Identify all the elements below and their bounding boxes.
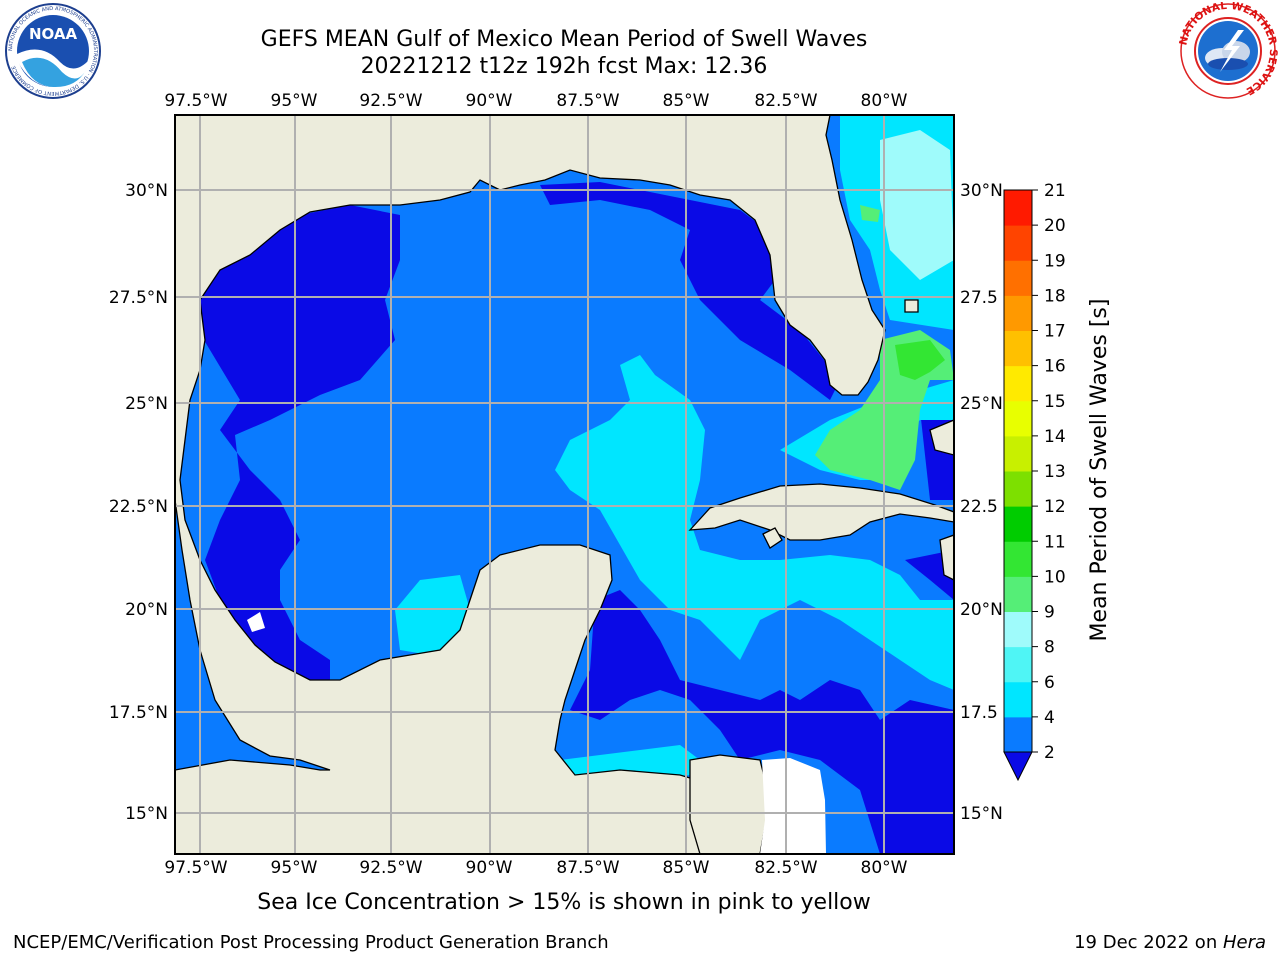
lat-label-left: 30°N bbox=[125, 181, 168, 201]
colorbar-segment bbox=[1004, 400, 1032, 437]
lon-label-bottom: 87.5°W bbox=[556, 858, 619, 878]
lat-label-right: 17.5 bbox=[960, 703, 998, 723]
lon-label-bottom: 92.5°W bbox=[359, 858, 422, 878]
lat-label-left: 22.5°N bbox=[109, 497, 168, 517]
lat-label-left: 17.5°N bbox=[109, 703, 168, 723]
lon-label-top: 80°W bbox=[861, 91, 908, 111]
lon-label-top: 97.5°W bbox=[164, 91, 227, 111]
colorbar-segment bbox=[1004, 541, 1032, 577]
colorbar-segment bbox=[1004, 716, 1032, 753]
land bbox=[175, 115, 954, 854]
lon-label-bottom: 97.5°W bbox=[164, 858, 227, 878]
colorbar-tick-label: 8 bbox=[1044, 638, 1055, 658]
lat-label-left: 27.5°N bbox=[109, 288, 168, 308]
lat-label-right: 22.5 bbox=[960, 497, 998, 517]
noaa-logo: NOAA NATIONAL OCEANIC AND ATMOSPHERIC AD… bbox=[5, 3, 101, 99]
colorbar-tick-label: 6 bbox=[1044, 673, 1055, 693]
colorbar-tick-label: 9 bbox=[1044, 603, 1055, 623]
colorbar-tick-label: 18 bbox=[1044, 286, 1066, 306]
colorbar-segment bbox=[1004, 681, 1032, 718]
colorbar-segment bbox=[1004, 225, 1032, 261]
colorbar-tick-label: 17 bbox=[1044, 322, 1066, 342]
colorbar-tick-label: 21 bbox=[1044, 181, 1066, 201]
colorbar-tick-label: 13 bbox=[1044, 462, 1066, 482]
lat-label-right: 30°N bbox=[960, 181, 1003, 201]
colorbar-segment bbox=[1004, 576, 1032, 612]
colorbar-segment bbox=[1004, 260, 1032, 296]
footer-host: Hera bbox=[1222, 932, 1266, 953]
lon-label-top: 87.5°W bbox=[556, 91, 619, 111]
colorbar-segment bbox=[1004, 330, 1032, 367]
map-frame bbox=[174, 114, 955, 855]
lat-label-left: 25°N bbox=[125, 394, 168, 414]
colorbar-tick-label: 16 bbox=[1044, 357, 1066, 377]
colorbar-tick-label: 2 bbox=[1044, 743, 1055, 763]
colorbar-label: Mean Period of Swell Waves [s] bbox=[1087, 299, 1112, 642]
lon-label-top: 90°W bbox=[466, 91, 513, 111]
noaa-logo-text: NOAA bbox=[29, 25, 78, 43]
lon-label-bottom: 85°W bbox=[663, 858, 710, 878]
swell-band-10-11 bbox=[895, 340, 945, 380]
colorbar-tick-label: 20 bbox=[1044, 216, 1066, 236]
colorbar-segment bbox=[1004, 471, 1032, 507]
lon-label-bottom: 95°W bbox=[271, 858, 318, 878]
colorbar-segment bbox=[1004, 506, 1032, 542]
colorbar-segment bbox=[1004, 365, 1032, 402]
map-subtitle: 20221212 t12z 192h fcst Max: 12.36 bbox=[360, 54, 768, 79]
lat-label-left: 15°N bbox=[125, 804, 168, 824]
no-data-area bbox=[247, 612, 826, 854]
colorbar-tick-label: 10 bbox=[1044, 567, 1066, 587]
lon-label-bottom: 82.5°W bbox=[754, 858, 817, 878]
lon-label-top: 85°W bbox=[663, 91, 710, 111]
lon-label-bottom: 90°W bbox=[466, 858, 513, 878]
lat-label-left: 20°N bbox=[125, 600, 168, 620]
lon-label-bottom: 80°W bbox=[861, 858, 908, 878]
lon-label-top: 92.5°W bbox=[359, 91, 422, 111]
colorbar-segment bbox=[1004, 190, 1032, 226]
nws-logo: NATIONAL WEATHER SERVICE bbox=[1178, 2, 1278, 99]
colorbar-segment bbox=[1004, 646, 1032, 683]
colorbar-segment bbox=[1004, 435, 1032, 472]
map-title: GEFS MEAN Gulf of Mexico Mean Period of … bbox=[260, 27, 868, 52]
colorbar-tick-label: 12 bbox=[1044, 497, 1066, 517]
lat-label-right: 15°N bbox=[960, 804, 1003, 824]
sea-ice-caption: Sea Ice Concentration > 15% is shown in … bbox=[257, 890, 871, 915]
colorbar-segment bbox=[1004, 611, 1032, 648]
colorbar: 2 4 6 8 9 10 11 12 13 14 15 16 17 18 19 20 21 bbox=[1003, 181, 1066, 782]
lat-label-right: 27.5 bbox=[960, 288, 998, 308]
colorbar-tick-label: 15 bbox=[1044, 392, 1066, 412]
lon-label-top: 82.5°W bbox=[754, 91, 817, 111]
colorbar-extend-arrow bbox=[1003, 751, 1033, 782]
colorbar-tick-label: 4 bbox=[1044, 708, 1055, 728]
colorbar-tick-label: 11 bbox=[1044, 532, 1066, 552]
lat-label-right: 25°N bbox=[960, 394, 1003, 414]
lon-label-top: 95°W bbox=[271, 91, 318, 111]
lat-label-right: 20°N bbox=[960, 600, 1003, 620]
graticule bbox=[175, 115, 954, 854]
footer-credit: NCEP/EMC/Verification Post Processing Pr… bbox=[13, 932, 609, 953]
footer-date-text: 19 Dec 2022 on bbox=[1074, 932, 1223, 953]
footer-date: 19 Dec 2022 on Hera bbox=[1074, 932, 1266, 953]
colorbar-tick-label: 19 bbox=[1044, 251, 1066, 271]
colorbar-tick-label: 14 bbox=[1044, 427, 1066, 447]
colorbar-segment bbox=[1004, 295, 1032, 331]
